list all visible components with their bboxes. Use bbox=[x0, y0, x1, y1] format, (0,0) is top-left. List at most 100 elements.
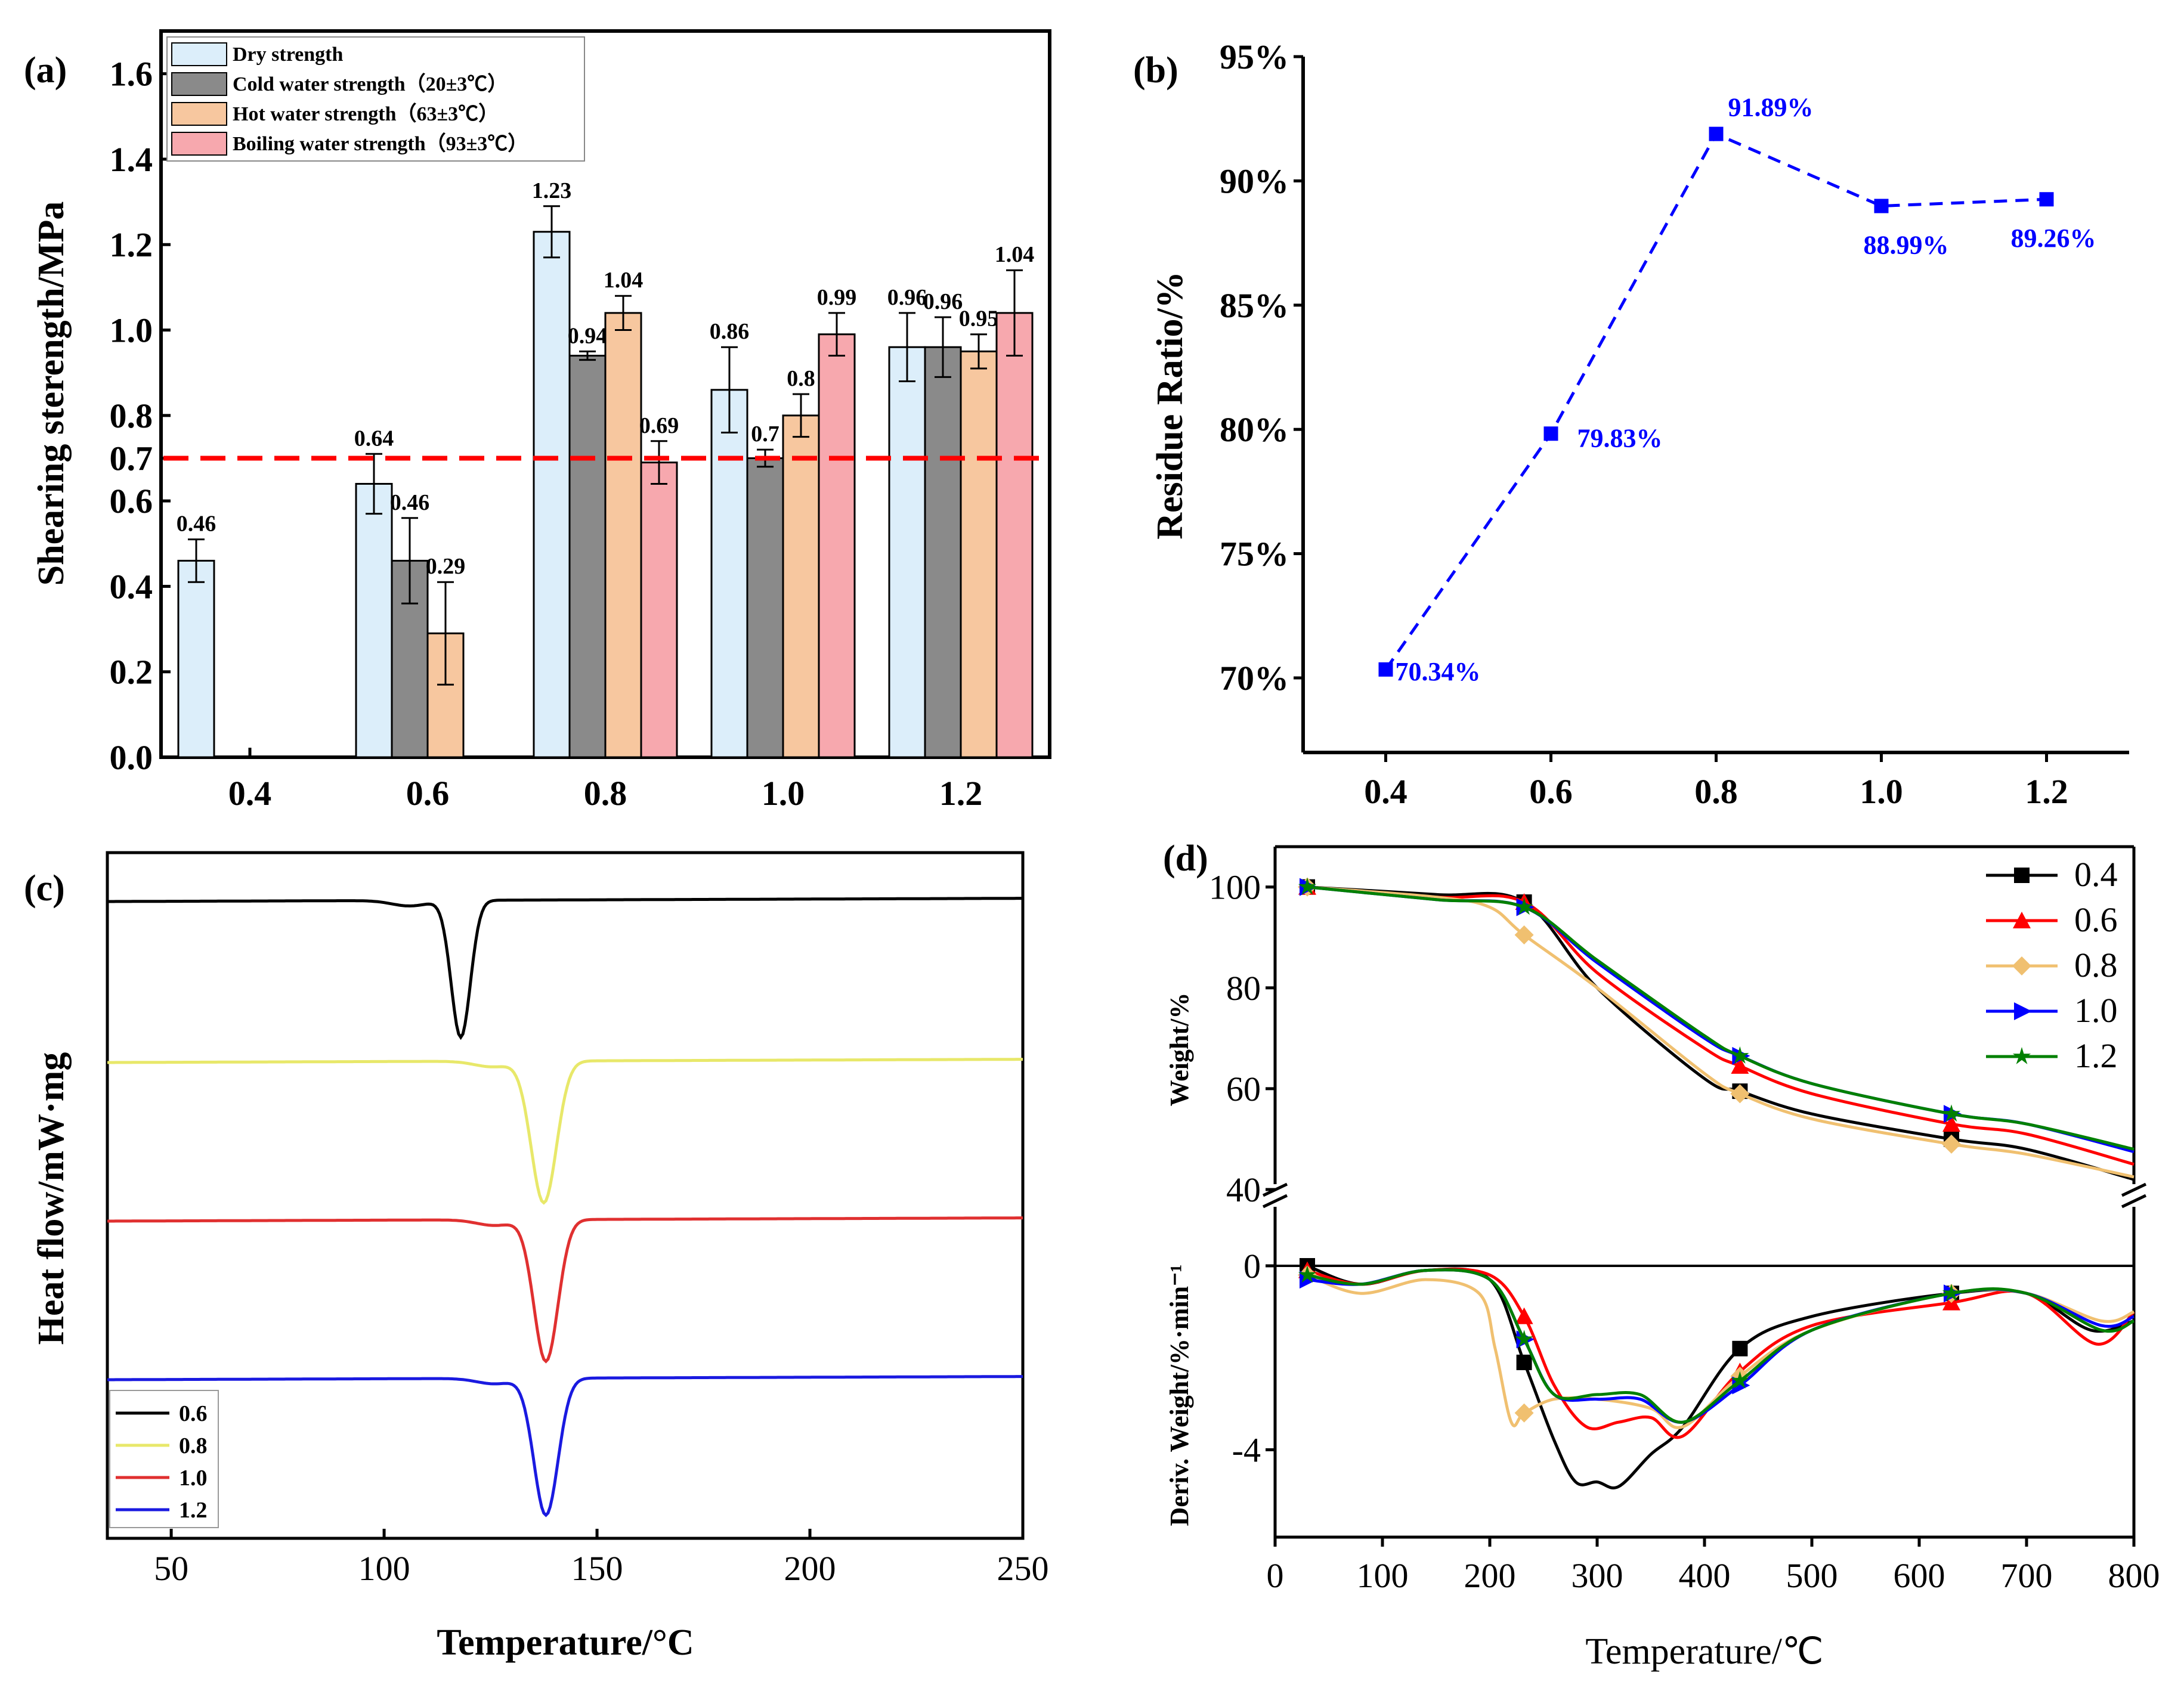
x-tick-label: 0.8 bbox=[584, 774, 627, 813]
weight-series-line bbox=[1307, 885, 2134, 1181]
x-tick-label: 200 bbox=[784, 1549, 836, 1588]
legend-label: 1.0 bbox=[179, 1466, 208, 1491]
y-tick-label: 85% bbox=[1220, 286, 1289, 325]
axis-break bbox=[1262, 1182, 2147, 1209]
y-tick-label: 1.2 bbox=[110, 225, 153, 264]
bar bbox=[782, 414, 820, 758]
legend-label: 1.0 bbox=[2074, 991, 2118, 1030]
legend-swatch bbox=[171, 102, 227, 126]
data-marker bbox=[1514, 925, 1534, 944]
deriv-series-line bbox=[1307, 1268, 2135, 1439]
y-tick-label: 1.4 bbox=[110, 140, 153, 179]
data-label: 91.89% bbox=[1728, 93, 1814, 122]
legend-label: Dry strength bbox=[233, 44, 343, 66]
data-label: 1.04 bbox=[604, 268, 644, 293]
bar bbox=[710, 389, 748, 758]
y-tick-label: 90% bbox=[1220, 162, 1289, 200]
y-tick-label: 0 bbox=[1243, 1247, 1261, 1286]
panel-a-bar-chart: (a) Shearing sterength/MPa 0.0 0.2 0.4 0.6 0… bbox=[24, 29, 1051, 813]
series-line bbox=[107, 897, 1023, 1040]
data-label: 0.95 bbox=[959, 306, 999, 332]
data-marker bbox=[1942, 1134, 1961, 1154]
y-tick-label: 0.2 bbox=[110, 653, 153, 692]
panel-c-legend: 0.6 0.8 1.0 1.2 bbox=[109, 1390, 219, 1528]
data-label: 0.64 bbox=[354, 426, 394, 451]
legend-label: 0.8 bbox=[2074, 946, 2118, 984]
x-tick-label: 0 bbox=[1267, 1556, 1284, 1595]
legend-label: 0.6 bbox=[2074, 900, 2118, 939]
data-marker bbox=[2012, 956, 2031, 975]
y-tick-label: 100 bbox=[1209, 868, 1261, 907]
series-line bbox=[1384, 132, 2047, 671]
panel-a-y-axis-label: Shearing sterength/MPa bbox=[31, 202, 72, 586]
x-tick-label: 300 bbox=[1572, 1556, 1623, 1595]
y-tick-label: 0.0 bbox=[110, 738, 153, 777]
deriv-series-line bbox=[1307, 1274, 2134, 1429]
data-label: 89.26% bbox=[2011, 224, 2096, 253]
data-marker bbox=[1731, 1046, 1749, 1064]
legend-label: 1.2 bbox=[2074, 1036, 2118, 1075]
data-label: 0.96 bbox=[887, 285, 927, 310]
x-tick-label: 100 bbox=[1357, 1556, 1409, 1595]
panel-c-label: (c) bbox=[24, 868, 65, 909]
panel-b-label: (b) bbox=[1133, 50, 1178, 91]
data-marker bbox=[1515, 1330, 1533, 1348]
y-tick-label: 1.0 bbox=[110, 311, 153, 350]
legend-label: 0.8 bbox=[179, 1433, 208, 1458]
legend-label: 0.4 bbox=[2074, 855, 2118, 894]
data-marker bbox=[1731, 1371, 1749, 1389]
panel-d-label: (d) bbox=[1163, 838, 1208, 879]
legend-label: Hot water strength（63±3℃） bbox=[233, 102, 499, 125]
data-label: 88.99% bbox=[1864, 230, 1949, 259]
data-marker bbox=[1942, 1104, 1961, 1122]
deriv-series-line bbox=[1307, 1268, 2135, 1424]
data-marker bbox=[1516, 1354, 1532, 1370]
series-line bbox=[107, 1375, 1023, 1517]
x-tick-label: 0.6 bbox=[406, 774, 450, 813]
x-tick-label: 0.4 bbox=[1364, 772, 1407, 811]
x-tick-label: 1.2 bbox=[2025, 772, 2068, 811]
data-marker bbox=[1298, 877, 1317, 895]
x-tick-label: 600 bbox=[1894, 1556, 1945, 1595]
data-label: 0.46 bbox=[390, 490, 430, 515]
data-label: 0.7 bbox=[751, 422, 779, 447]
data-marker bbox=[1732, 1340, 1748, 1356]
bar bbox=[995, 312, 1034, 758]
x-tick-label: 150 bbox=[571, 1549, 623, 1588]
panel-c-frame bbox=[106, 851, 1025, 1540]
weight-series-line bbox=[1307, 885, 2134, 1154]
x-tick-label: 1.0 bbox=[1860, 772, 1903, 811]
data-label: 0.86 bbox=[710, 319, 750, 344]
data-marker bbox=[1730, 1084, 1750, 1104]
x-tick-label: 250 bbox=[997, 1549, 1049, 1588]
data-label: 79.83% bbox=[1577, 423, 1663, 453]
x-tick-label: 200 bbox=[1464, 1556, 1516, 1595]
x-tick-label: 50 bbox=[154, 1549, 188, 1588]
panel-d-legend: 0.4 0.6 0.8 1.0 1.2 bbox=[1986, 855, 2118, 1075]
panel-c-x-axis-label: Temperature/°C bbox=[437, 1622, 694, 1663]
y-tick-label: 75% bbox=[1220, 535, 1289, 574]
bar bbox=[533, 231, 571, 758]
bar bbox=[888, 346, 926, 758]
x-tick-label: 500 bbox=[1786, 1556, 1838, 1595]
legend-swatch bbox=[171, 132, 227, 156]
data-marker bbox=[1731, 1057, 1749, 1074]
bar bbox=[604, 312, 642, 758]
data-marker bbox=[2014, 868, 2030, 883]
data-label: 0.99 bbox=[817, 285, 857, 310]
panel-b-line-chart: (b) Residue Ratio/% 70% 75% 80% 85% 90% 95% 0… bbox=[1133, 38, 2129, 811]
y-tick-label: 0.6 bbox=[110, 482, 153, 521]
bar bbox=[640, 461, 678, 758]
data-marker bbox=[1514, 1403, 1534, 1423]
legend-label: Cold water strength（20±3℃） bbox=[233, 72, 508, 95]
x-tick-label: 700 bbox=[2001, 1556, 2053, 1595]
y-tick-label: -4 bbox=[1232, 1430, 1261, 1469]
series-line bbox=[107, 1058, 1023, 1205]
panel-d-x-axis-label: Temperature/℃ bbox=[1585, 1631, 1823, 1672]
y-tick-label: 0.4 bbox=[110, 567, 153, 606]
bar bbox=[960, 350, 998, 758]
weight-series-line bbox=[1307, 885, 2134, 1179]
y-tick-label: 0.7 bbox=[110, 439, 153, 478]
panel-d-tga-chart: (d) Temperature/℃ Weight/% Deriv. Weight… bbox=[1163, 838, 2160, 1672]
